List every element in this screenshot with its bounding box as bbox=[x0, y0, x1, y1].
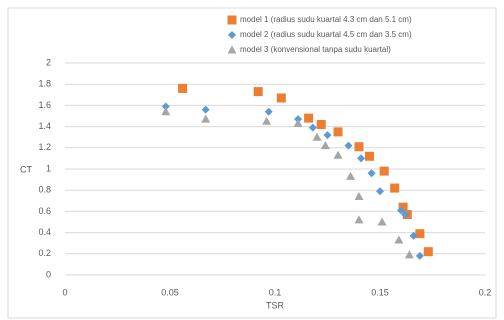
marker bbox=[227, 15, 237, 25]
marker bbox=[161, 107, 171, 116]
marker bbox=[357, 154, 366, 163]
marker bbox=[333, 150, 343, 159]
marker bbox=[201, 105, 210, 114]
y-tick-label: 1.6 bbox=[38, 100, 51, 110]
marker bbox=[401, 210, 410, 219]
marker bbox=[423, 247, 433, 257]
marker bbox=[161, 102, 170, 111]
marker bbox=[333, 127, 343, 137]
marker bbox=[415, 251, 424, 260]
legend-label: model 2 (radius sudu kuartal 4.5 cm dan … bbox=[240, 30, 412, 39]
marker bbox=[308, 123, 317, 132]
marker bbox=[262, 116, 272, 125]
marker bbox=[228, 31, 236, 39]
marker bbox=[354, 192, 364, 201]
x-tick-label: 0 bbox=[62, 287, 67, 297]
marker bbox=[377, 217, 387, 226]
marker bbox=[201, 114, 211, 123]
y-axis-label: CT bbox=[20, 164, 32, 174]
marker bbox=[316, 119, 326, 129]
x-tick-label: 0.1 bbox=[269, 287, 282, 297]
marker bbox=[346, 171, 356, 180]
marker bbox=[323, 131, 332, 140]
y-tick-label: 2 bbox=[46, 57, 51, 67]
x-axis-label: TSR bbox=[266, 300, 285, 310]
marker bbox=[264, 107, 273, 116]
legend-label: model 1 (radius sudu kuartal 4.3 cm dan … bbox=[240, 15, 412, 24]
marker bbox=[397, 206, 405, 215]
marker bbox=[390, 183, 400, 193]
marker bbox=[415, 229, 425, 239]
y-tick-label: 1 bbox=[46, 163, 51, 173]
x-tick-label: 0.05 bbox=[161, 287, 179, 297]
y-tick-label: 1.8 bbox=[38, 79, 51, 89]
marker bbox=[365, 151, 374, 161]
marker bbox=[276, 93, 286, 103]
y-tick-label: 0.6 bbox=[38, 206, 51, 216]
y-tick-label: 0 bbox=[46, 269, 51, 279]
marker bbox=[344, 141, 353, 150]
marker bbox=[253, 87, 263, 97]
y-tick-label: 0.4 bbox=[38, 227, 51, 237]
marker bbox=[404, 250, 414, 259]
marker bbox=[293, 118, 303, 127]
marker bbox=[354, 215, 364, 224]
marker bbox=[312, 132, 322, 141]
x-tick-label: 0.15 bbox=[371, 287, 389, 297]
x-tick-label: 0.2 bbox=[479, 287, 492, 297]
y-tick-label: 0.2 bbox=[38, 248, 51, 258]
marker bbox=[320, 141, 330, 150]
marker bbox=[178, 83, 188, 93]
marker bbox=[304, 113, 314, 123]
marker bbox=[227, 45, 237, 54]
legend-label: model 3 (konvensional tanpa sudu kuartal… bbox=[240, 45, 391, 54]
marker bbox=[354, 142, 364, 152]
marker bbox=[379, 166, 389, 176]
chart-border bbox=[7, 7, 497, 319]
y-tick-label: 1.4 bbox=[38, 121, 51, 131]
y-tick-label: 0.8 bbox=[38, 185, 51, 195]
marker bbox=[394, 235, 404, 244]
marker bbox=[398, 202, 408, 212]
marker bbox=[367, 169, 376, 178]
marker bbox=[376, 187, 384, 196]
marker bbox=[409, 231, 418, 240]
y-tick-label: 1.2 bbox=[38, 142, 51, 152]
